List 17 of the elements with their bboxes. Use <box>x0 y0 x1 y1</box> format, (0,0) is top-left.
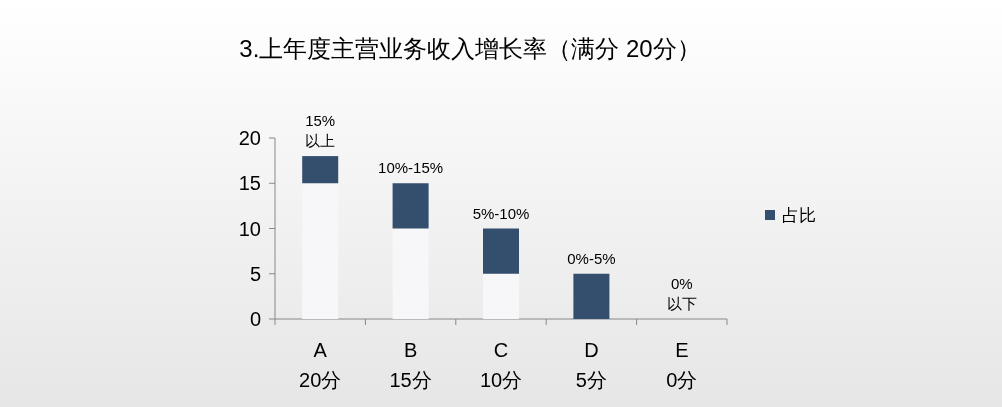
x-tick-label: D 5分 <box>575 339 607 391</box>
y-tick-label: 5 <box>249 262 261 285</box>
legend-label: 占比 <box>782 206 816 225</box>
annotation: 5%-10% <box>472 204 530 222</box>
y-tick-label: 15 <box>238 172 261 195</box>
chart-title: 3.上年度主营业务收入增长率（满分 20分） <box>239 35 701 62</box>
annotation: 0%-5% <box>567 249 616 267</box>
y-tick-label: 0 <box>249 308 261 330</box>
annotation: 0% 以下 <box>666 275 697 312</box>
annotation: 10%-15% <box>378 159 444 177</box>
x-tick-label: A 20分 <box>299 339 342 391</box>
y-tick-label: 20 <box>238 127 261 149</box>
x-tick-label: B 15分 <box>389 339 432 391</box>
annotation: 15% 以上 <box>305 112 336 150</box>
x-tick-label: C 10分 <box>479 339 523 391</box>
y-tick-label: 10 <box>238 217 261 240</box>
x-tick-label: E 0分 <box>666 339 698 391</box>
